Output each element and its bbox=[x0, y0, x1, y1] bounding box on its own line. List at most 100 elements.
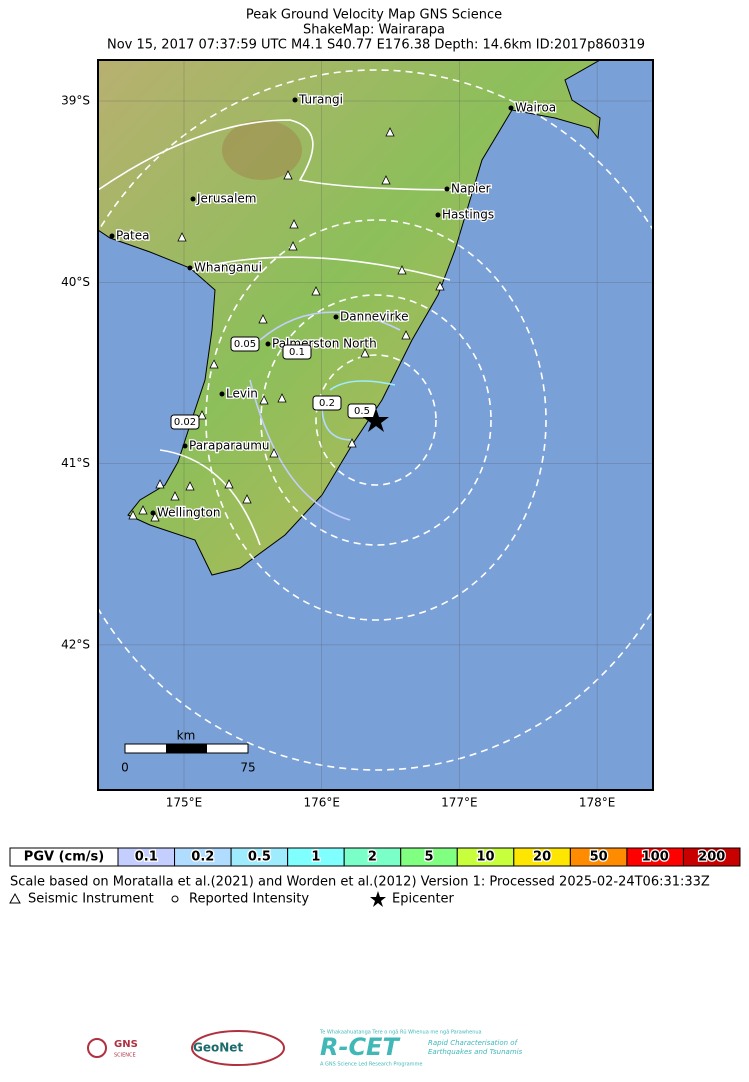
gns-sub: SCIENCE bbox=[114, 1053, 136, 1059]
event-info: Nov 15, 2017 07:37:59 UTC M4.1 S40.77 E1… bbox=[107, 38, 645, 53]
city-label: Levin bbox=[226, 387, 258, 401]
instrument bbox=[224, 479, 234, 489]
contour-label-box bbox=[230, 336, 260, 352]
title: Peak Ground Velocity Map GNS Science bbox=[246, 8, 502, 23]
footer-note: Scale based on Moratalla et al.(2021) an… bbox=[10, 875, 710, 890]
legend-label: 0.1 bbox=[135, 850, 158, 865]
city-marker bbox=[109, 233, 115, 239]
instrument bbox=[360, 348, 370, 358]
lat-tick-label: 39°S bbox=[61, 94, 90, 108]
contour-label: 0.5 bbox=[354, 406, 370, 417]
city-marker bbox=[219, 391, 225, 397]
volcanic-plateau bbox=[222, 120, 302, 180]
city-marker bbox=[444, 186, 450, 192]
instrument bbox=[289, 219, 299, 229]
city-label: Wellington bbox=[157, 506, 220, 520]
instrument bbox=[258, 314, 268, 324]
contour-label: 0.05 bbox=[234, 339, 256, 350]
instrument bbox=[259, 395, 269, 405]
legend-label: 5 bbox=[424, 850, 433, 865]
subtitle: ShakeMap: Wairarapa bbox=[303, 23, 445, 38]
logos: GNS SCIENCE GeoNet Te Whakaahuatanga Ter… bbox=[87, 1030, 523, 1068]
lat-tick-label: 41°S bbox=[61, 456, 90, 470]
rcet-sub: A GNS Science Led Research Programme bbox=[320, 1062, 422, 1068]
instrument bbox=[269, 448, 279, 458]
legend-label: 50 bbox=[590, 850, 608, 865]
instrument bbox=[283, 170, 293, 180]
city-label: Whanganui bbox=[194, 261, 262, 275]
instrument bbox=[385, 127, 395, 137]
city-label: Wairoa bbox=[515, 101, 556, 115]
scale-bar: km 0 75 bbox=[121, 729, 255, 775]
rcet-logo: R-CET bbox=[320, 1033, 400, 1061]
legend-label: 10 bbox=[476, 850, 494, 865]
city-label: Paraparaumu bbox=[189, 439, 270, 453]
instrument bbox=[242, 494, 252, 504]
scale-unit: km bbox=[177, 729, 196, 743]
lon-tick-label: 178°E bbox=[579, 796, 616, 810]
symbol-label: Seismic Instrument bbox=[28, 892, 154, 907]
city-marker bbox=[187, 265, 193, 271]
city-marker bbox=[182, 443, 188, 449]
contours bbox=[98, 69, 653, 771]
symbol-label: Reported Intensity bbox=[189, 892, 309, 907]
contour-label-box bbox=[282, 344, 312, 360]
city-label: Turangi bbox=[298, 93, 343, 107]
instrument bbox=[435, 281, 445, 291]
instrument bbox=[138, 505, 148, 515]
legend-title: PGV (cm/s) bbox=[24, 850, 104, 865]
lon-tick-label: 176°E bbox=[303, 796, 340, 810]
instrument bbox=[311, 286, 321, 296]
instrument bbox=[155, 479, 165, 489]
intensity-symbol bbox=[171, 895, 179, 903]
rcet-maori: Te Whakaahuatanga Tere o ngā Rū Whenua m… bbox=[319, 1030, 482, 1036]
rcet-line: Earthquakes and Tsunamis bbox=[428, 1048, 523, 1056]
city-label: Patea bbox=[116, 229, 150, 243]
instrument bbox=[177, 232, 187, 242]
instrument bbox=[209, 359, 219, 369]
land bbox=[98, 60, 602, 576]
lon-tick-label: 177°E bbox=[441, 796, 478, 810]
city-marker bbox=[150, 510, 156, 516]
contour-label-box bbox=[312, 395, 342, 411]
legend-label: 200 bbox=[698, 850, 725, 865]
legend-label: 1 bbox=[311, 850, 320, 865]
legend-label: 2 bbox=[368, 850, 377, 865]
map-frame bbox=[97, 59, 654, 791]
geonet-logo: GeoNet bbox=[193, 1041, 243, 1055]
legend-label: 100 bbox=[642, 850, 669, 865]
instrument-symbol bbox=[9, 892, 21, 904]
city-label: Napier bbox=[451, 182, 491, 196]
city-label: Jerusalem bbox=[196, 192, 256, 206]
city-marker bbox=[292, 97, 298, 103]
instrument bbox=[381, 175, 391, 185]
legend-label: 0.2 bbox=[191, 850, 214, 865]
city-label: Hastings bbox=[442, 208, 494, 222]
city-marker bbox=[435, 212, 441, 218]
epicenter bbox=[363, 408, 389, 432]
epicenter-symbol bbox=[370, 891, 386, 907]
lat-tick-label: 40°S bbox=[61, 275, 90, 289]
city-marker bbox=[333, 314, 339, 320]
instrument bbox=[277, 393, 287, 403]
instrument bbox=[288, 241, 298, 251]
instrument bbox=[397, 265, 407, 275]
instrument bbox=[197, 410, 207, 420]
city-marker bbox=[508, 105, 514, 111]
scale-start: 0 bbox=[121, 761, 129, 775]
lon-tick-label: 175°E bbox=[166, 796, 203, 810]
contour-label-box bbox=[170, 414, 200, 430]
legend-label: 0.5 bbox=[248, 850, 271, 865]
symbol-label: Epicenter bbox=[392, 892, 455, 907]
instrument bbox=[170, 491, 180, 501]
instrument bbox=[128, 510, 138, 520]
lat-tick-label: 42°S bbox=[61, 637, 90, 651]
instrument bbox=[150, 512, 160, 522]
scale-end: 75 bbox=[240, 761, 255, 775]
legend-swatch bbox=[682, 847, 741, 867]
city-marker bbox=[265, 341, 271, 347]
instrument bbox=[185, 481, 195, 491]
contour-label: 0.1 bbox=[289, 347, 305, 358]
instrument bbox=[401, 330, 411, 340]
